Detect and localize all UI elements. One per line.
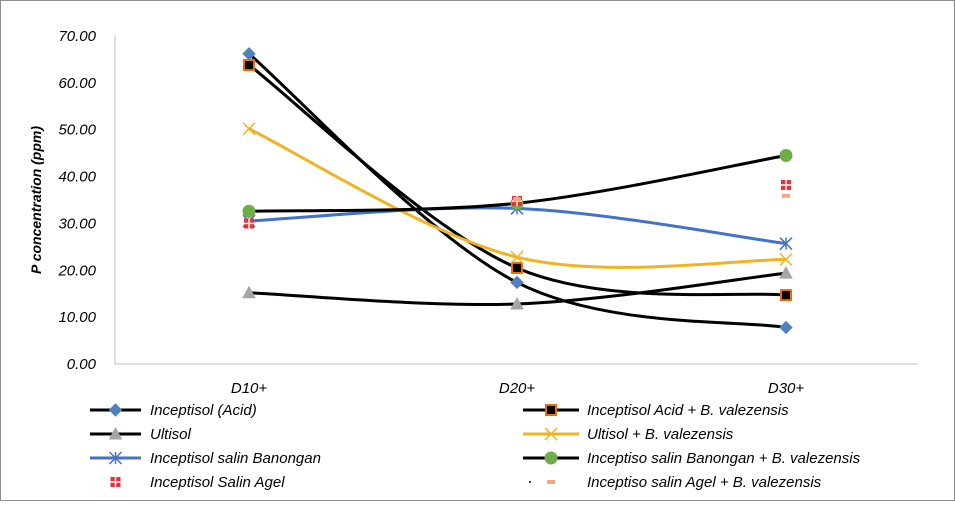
x-tick-label: D30+: [768, 380, 805, 397]
data-point-series-8: [513, 197, 521, 202]
data-point-series-4: [779, 252, 793, 267]
data-point-series-2: [511, 261, 523, 274]
legend-label: Ultisol: [150, 426, 192, 443]
legend-item-1: Inceptisol (Acid): [90, 402, 257, 419]
legend: Inceptisol (Acid) Inceptisol Acid + B. va…: [90, 402, 861, 491]
legend-label: Inceptisol Acid + B. valezensis: [587, 402, 789, 419]
legend-label: Ultisol + B. valezensis: [587, 426, 734, 443]
data-point-series-4: [510, 250, 524, 264]
data-point-series-7: [244, 218, 254, 229]
legend-marker-swatch: [108, 403, 123, 417]
y-tick-label: 40.00: [58, 169, 96, 186]
legend-label: Inceptisol salin Banongan: [150, 450, 321, 467]
data-point-series-1: [779, 320, 793, 335]
y-tick-label: 50.00: [58, 122, 96, 139]
y-tick-label: 70.00: [58, 28, 96, 45]
legend-item-6: Inceptiso salin Banongan + B. valezensis: [523, 450, 861, 467]
data-point-series-5: [779, 237, 793, 251]
legend-label: Inceptiso salin Banongan + B. valezensis: [587, 450, 861, 467]
y-tick-label: 60.00: [58, 75, 96, 92]
y-tick-labels: 0.00 10.00 20.00 30.00 40.00 50.00 60.00 70.00: [57, 28, 96, 373]
legend-item-5: Inceptisol salin Banongan: [90, 450, 321, 467]
data-point-series-3: [510, 296, 524, 310]
data-point-series-6: [242, 204, 256, 218]
data-point-series-2: [780, 289, 792, 302]
y-tick-label: 30.00: [58, 215, 96, 232]
data-point-series-7: [781, 180, 791, 191]
data-point-series-2: [243, 59, 255, 72]
legend-marker-swatch: [108, 426, 123, 440]
data-point-series-3: [242, 285, 256, 299]
legend-item-8: Inceptiso salin Agel + B. valezensis: [529, 474, 822, 491]
data-point-series-6: [779, 148, 793, 162]
legend-label: Inceptisol Salin Agel: [150, 474, 285, 491]
legend-dot: [529, 481, 531, 483]
data-point-series-4: [242, 122, 256, 136]
legend-item-4: Ultisol + B. valezensis: [523, 426, 734, 443]
plot-area: 0.0010.0020.0030.0040.0050.0060.0070.00 …: [57, 28, 918, 397]
legend-label: Inceptiso salin Agel + B. valezensis: [587, 474, 822, 491]
series-markers: [242, 47, 793, 335]
legend-label: Inceptisol (Acid): [150, 402, 257, 419]
legend-marker-swatch: [108, 451, 123, 465]
legend-marker-swatch: [110, 477, 121, 487]
legend-marker-swatch: [544, 451, 558, 465]
y-tick-label: 0.00: [67, 356, 97, 373]
x-tick-label: D10+: [231, 380, 268, 397]
y-tick-label: 10.00: [58, 309, 96, 326]
legend-item-7: Inceptisol Salin Agel: [110, 474, 285, 491]
x-tick-label: D20+: [499, 380, 536, 397]
x-tick-labels: D10+ D20+ D30+: [231, 380, 805, 397]
legend-marker-swatch: [547, 480, 555, 484]
legend-item-2: Inceptisol Acid + B. valezensis: [523, 402, 789, 419]
legend-item-3: Ultisol: [90, 426, 192, 443]
data-point-series-3: [779, 266, 793, 279]
data-point-series-1: [510, 275, 524, 290]
series-line-2: [247, 63, 788, 297]
data-point-series-8: [782, 193, 790, 198]
legend-marker-swatch: [545, 404, 557, 416]
y-tick-label: 20.00: [57, 262, 96, 279]
legend-marker-swatch: [544, 427, 558, 441]
y-axis-title: P concentration (ppm): [28, 126, 44, 274]
